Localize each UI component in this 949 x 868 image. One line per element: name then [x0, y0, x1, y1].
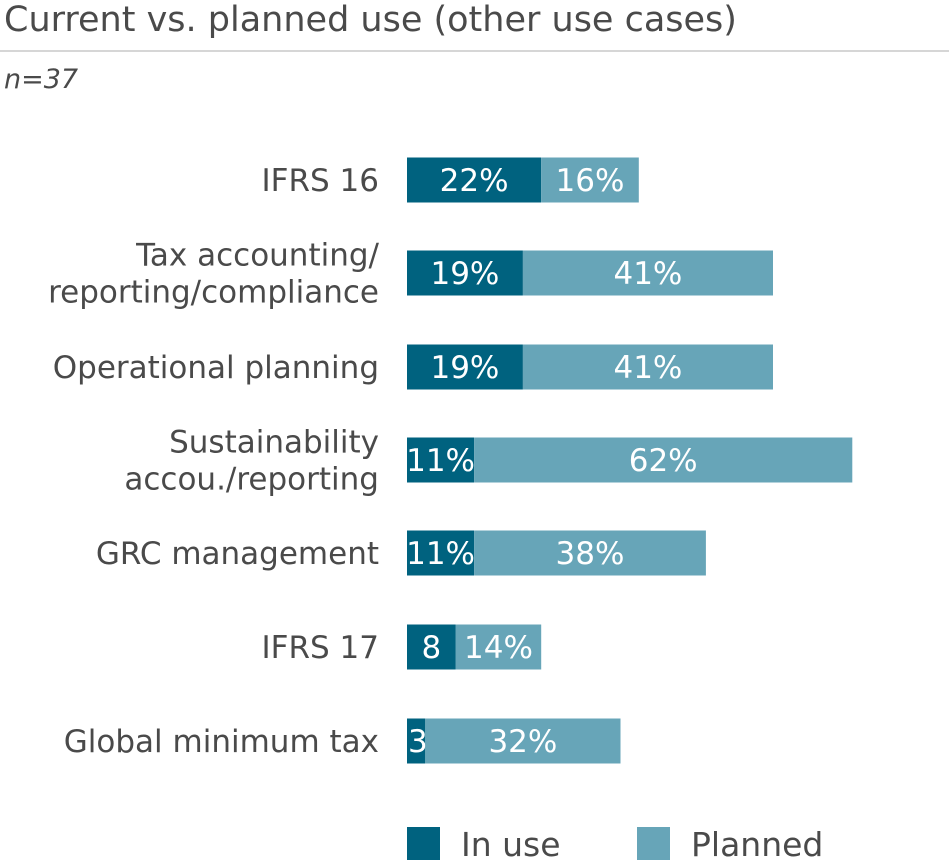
bar-in-use [407, 250, 523, 296]
value-label-planned: 32% [488, 724, 557, 760]
value-label-in-use: 11% [406, 443, 475, 479]
chart-title: Current vs. planned use (other use cases… [4, 0, 737, 40]
sample-size: n=37 [4, 64, 79, 95]
legend-label: In use [461, 825, 561, 864]
bar-planned [455, 624, 542, 670]
title-divider [0, 50, 949, 52]
value-label-in-use: 19% [430, 256, 499, 292]
bar-in-use [407, 437, 475, 483]
bar-in-use [407, 718, 426, 764]
category-label: accou./reporting [124, 462, 379, 498]
value-label-planned: 16% [556, 163, 625, 199]
category-label: Global minimum tax [64, 724, 379, 760]
bar-planned [522, 344, 773, 390]
category-label: reporting/compliance [48, 275, 379, 311]
category-label: GRC management [96, 536, 379, 572]
bar-in-use [407, 530, 475, 576]
legend-label: Planned [691, 825, 823, 864]
bar-planned [474, 437, 853, 483]
legend-swatch [407, 827, 440, 860]
value-label-planned: 62% [629, 443, 698, 479]
bar-planned [474, 530, 706, 576]
category-label: Sustainability [169, 425, 379, 461]
value-label-planned: 38% [556, 536, 625, 572]
value-label-in-use: 3 [408, 724, 428, 760]
category-label: IFRS 17 [262, 630, 380, 666]
value-label-planned: 41% [613, 350, 682, 386]
value-label-in-use: 8 [422, 630, 442, 666]
value-label-in-use: 22% [440, 163, 509, 199]
bar-in-use [407, 624, 456, 670]
category-label: IFRS 16 [262, 163, 380, 199]
value-label-in-use: 11% [406, 536, 475, 572]
value-label-in-use: 19% [430, 350, 499, 386]
bar-in-use [407, 344, 523, 390]
legend-swatch [637, 827, 670, 860]
value-label-planned: 41% [613, 256, 682, 292]
value-label-planned: 14% [464, 630, 533, 666]
bar-planned [541, 157, 639, 203]
category-label: Operational planning [53, 350, 379, 386]
bar-in-use [407, 157, 542, 203]
bar-planned [425, 718, 621, 764]
category-label: Tax accounting/ [135, 238, 379, 274]
bar-planned [522, 250, 773, 296]
